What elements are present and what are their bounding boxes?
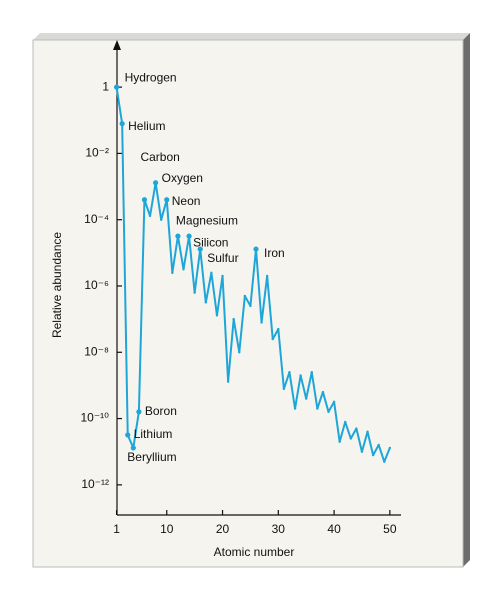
data-point (349, 437, 353, 440)
data-point (130, 445, 136, 451)
point-label: Helium (128, 119, 165, 133)
point-label: Silicon (193, 235, 228, 249)
data-point (215, 314, 219, 317)
y-tick-label: 10⁻⁶ (84, 278, 109, 292)
data-point (355, 427, 358, 430)
y-tick-label: 10⁻¹⁰ (81, 411, 110, 425)
data-point (327, 410, 330, 414)
x-tick-label: 20 (216, 522, 230, 536)
x-tick-label: 1 (113, 522, 120, 536)
data-point (316, 407, 319, 410)
y-tick-label: 1 (102, 79, 109, 93)
data-point (204, 301, 208, 304)
point-label: Lithium (134, 427, 173, 441)
panel-side (463, 33, 470, 567)
y-axis-label: Relative abundance (50, 232, 64, 338)
data-point (153, 180, 159, 186)
data-point (226, 380, 230, 383)
data-point (171, 271, 174, 274)
data-point (366, 430, 369, 433)
data-point (299, 374, 302, 377)
data-point (282, 387, 286, 391)
data-point (113, 84, 120, 90)
data-point (141, 197, 148, 203)
data-point (159, 218, 163, 221)
data-point (293, 407, 297, 410)
y-tick-label: 10⁻¹² (81, 477, 109, 491)
y-axis-arrow (113, 40, 121, 50)
data-point (277, 327, 280, 331)
data-point (304, 397, 308, 400)
data-point (148, 214, 152, 218)
data-point (249, 304, 252, 308)
data-point (288, 371, 291, 374)
point-label: Oxygen (162, 171, 203, 185)
data-point (271, 337, 274, 341)
point-label: Magnesium (176, 213, 238, 227)
x-tick-label: 10 (160, 522, 174, 536)
data-point (197, 246, 203, 252)
data-point (193, 291, 196, 294)
data-point (260, 321, 263, 324)
data-point (186, 233, 192, 239)
data-point (371, 453, 375, 457)
data-point (310, 371, 313, 374)
data-point (388, 446, 392, 450)
data-point (136, 409, 142, 415)
data-point (119, 121, 125, 127)
data-point (344, 420, 347, 424)
data-point (221, 274, 224, 278)
point-label: Sulfur (207, 251, 238, 265)
data-point (182, 268, 185, 271)
data-line (115, 86, 391, 463)
point-label: Boron (145, 404, 177, 418)
data-point (238, 351, 241, 354)
x-tick-label: 30 (272, 522, 286, 536)
data-point (243, 294, 247, 298)
point-label: Neon (172, 194, 201, 208)
x-tick-label: 50 (383, 522, 397, 536)
data-point (125, 432, 131, 438)
data-point (253, 246, 259, 252)
point-label: Carbon (140, 150, 179, 164)
point-label: Iron (264, 246, 285, 260)
data-point (332, 400, 336, 404)
data-point (338, 440, 341, 443)
data-point (210, 271, 213, 274)
data-point (164, 197, 170, 203)
y-tick-label: 10⁻² (85, 146, 109, 160)
data-point (377, 443, 380, 447)
data-point (360, 450, 364, 453)
point-label: Hydrogen (125, 70, 177, 84)
x-tick-label: 40 (327, 522, 341, 536)
x-axis-label: Atomic number (214, 545, 295, 559)
data-point (175, 233, 181, 239)
point-label: Beryllium (127, 450, 176, 464)
y-tick-label: 10⁻⁸ (84, 344, 109, 358)
data-point (321, 390, 325, 394)
data-point (383, 460, 386, 463)
panel-top (33, 33, 470, 40)
y-tick-label: 10⁻⁴ (84, 212, 109, 226)
data-point (232, 317, 235, 321)
data-point (265, 274, 269, 278)
